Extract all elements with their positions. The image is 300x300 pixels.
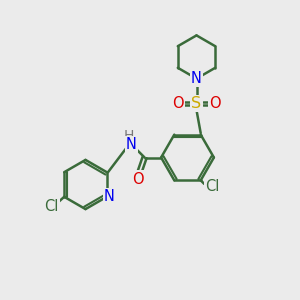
Text: O: O — [209, 96, 221, 111]
Text: H: H — [123, 129, 134, 143]
Text: Cl: Cl — [44, 199, 59, 214]
Text: N: N — [104, 189, 115, 204]
Text: Cl: Cl — [206, 179, 220, 194]
Text: N: N — [126, 137, 137, 152]
Text: O: O — [172, 96, 184, 111]
Text: S: S — [191, 96, 202, 111]
Text: N: N — [191, 71, 202, 86]
Text: O: O — [132, 172, 143, 187]
